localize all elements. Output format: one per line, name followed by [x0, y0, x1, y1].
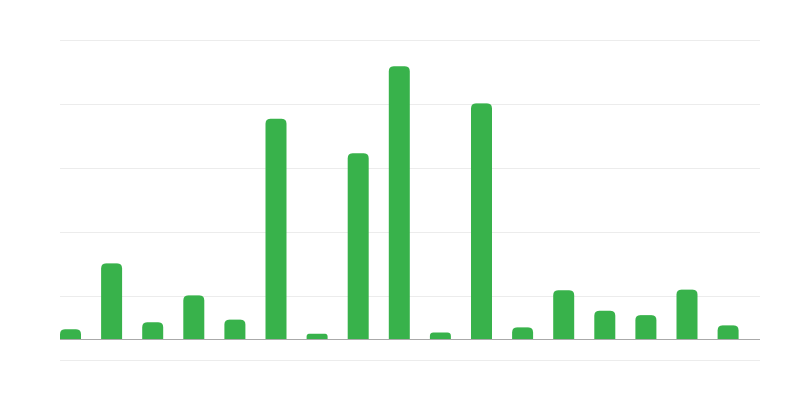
bar-1	[60, 329, 81, 340]
bar-16	[676, 289, 698, 340]
bar-7	[306, 333, 328, 340]
bar-13	[553, 290, 575, 340]
bar-14	[594, 310, 616, 340]
gridlines	[60, 40, 760, 361]
bar-6	[265, 118, 287, 340]
bar-12	[512, 327, 534, 340]
bar-4	[183, 295, 205, 340]
bar-5	[224, 319, 246, 340]
bar-17	[717, 325, 739, 340]
bar-10	[429, 332, 451, 340]
bar-8	[347, 153, 369, 340]
bar-11	[471, 103, 492, 340]
bar-2	[101, 263, 123, 340]
bars	[60, 66, 739, 340]
bar-15	[635, 315, 657, 340]
bar-3	[142, 322, 164, 340]
bar-9	[388, 66, 410, 340]
